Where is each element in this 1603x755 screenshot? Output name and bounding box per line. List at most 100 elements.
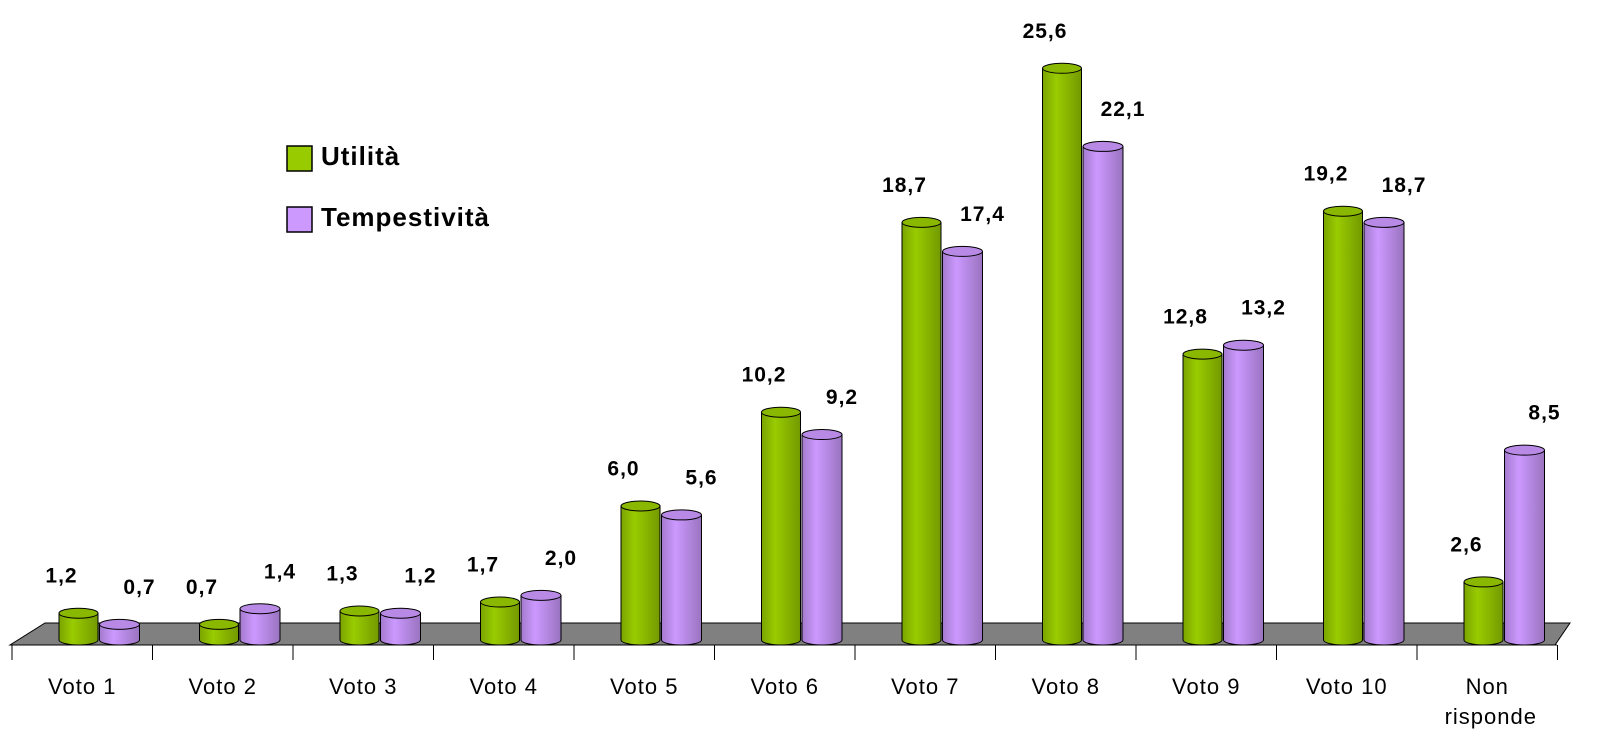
bar-top [1182,348,1223,360]
bar [1504,444,1545,646]
legend-swatch [286,145,313,172]
bar-body [380,612,421,646]
bar-top [1042,62,1082,74]
bar-top [1323,205,1363,217]
bar [58,607,99,646]
bar [1323,205,1363,646]
bar-top [942,245,983,257]
x-tick-label: Voto 7 [891,674,959,699]
bar-body [1323,210,1363,646]
data-label: 8,5 [1528,402,1560,425]
bar-top [620,500,661,512]
data-label: 1,3 [326,563,358,586]
x-tick-label: Non risponde [1437,674,1537,729]
x-tick-label: Voto 3 [329,674,397,699]
data-label: 2,0 [545,547,577,570]
bar [199,618,239,646]
x-tick-label: Voto 8 [1032,674,1100,699]
data-label: 0,7 [186,576,218,599]
bar [1082,140,1124,646]
data-label: 12,8 [1163,306,1208,329]
data-label: 10,2 [742,364,787,387]
x-tick-label: Voto 4 [470,674,538,699]
bar-body [661,514,702,646]
data-label: 19,2 [1304,163,1349,186]
bar-top [901,216,942,228]
data-label: 9,2 [826,386,858,409]
bar-top [801,429,843,441]
bar-body [761,411,801,646]
bar [339,605,380,646]
legend-swatch [286,206,313,233]
bar-top [1363,216,1405,228]
data-label: 1,4 [264,560,296,583]
data-label: 13,2 [1241,297,1286,320]
bar-body [1082,145,1124,646]
bar-top [239,603,281,615]
bar [1363,216,1405,646]
bar-top [1463,576,1504,588]
bar-top [661,509,702,521]
bar [520,589,562,646]
bar [942,245,983,646]
bar-body [620,505,661,646]
bar [801,429,843,646]
bar-body [199,623,239,646]
data-label: 25,6 [1023,20,1068,43]
data-label: 2,6 [1450,533,1482,556]
data-label: 6,0 [607,458,639,481]
bar-body [1223,344,1264,646]
x-tick-label: Voto 10 [1306,674,1388,699]
data-label: 1,7 [467,554,499,577]
bar-body [1182,353,1223,646]
bar-top [1504,444,1545,456]
bar [1223,339,1264,646]
data-label: 5,6 [685,466,717,489]
bar-body [942,250,983,646]
bar-top [480,596,520,608]
data-label: 17,4 [960,203,1005,226]
data-label: 18,7 [1382,174,1427,197]
legend-label: Tempestività [321,202,490,232]
x-tick-label: Voto 9 [1172,674,1240,699]
data-label: 22,1 [1101,98,1146,121]
bar-top [1082,140,1124,152]
bar-top [380,607,421,619]
bar-body [1504,449,1545,646]
bar-body [339,610,380,646]
bar [620,500,661,646]
bar [380,607,421,646]
bar [761,406,801,646]
x-tick-label: Voto 1 [48,674,116,699]
bar [239,603,281,646]
bar [661,509,702,646]
bar-top [761,406,801,418]
bar-body [901,221,942,646]
bar [1182,348,1223,646]
bar-body [801,434,843,646]
bar-body [239,608,281,646]
bar-body [520,594,562,646]
bar-body [480,601,520,646]
x-tick-label: Voto 5 [610,674,678,699]
bar-body [1463,581,1504,646]
bar [480,596,520,646]
bar [99,618,140,646]
legend-label: Utilità [321,141,400,171]
bar-top [199,618,239,630]
bar [1042,62,1082,646]
data-label: 1,2 [45,565,77,588]
bar-top [58,607,99,619]
bar-body [58,612,99,646]
x-tick-label: Voto 6 [751,674,819,699]
bar-body [99,623,140,646]
data-label: 1,2 [404,565,436,588]
bar-top [99,618,140,630]
bar-body [1363,221,1405,646]
data-label: 18,7 [882,174,927,197]
bar-top [520,589,562,601]
bar [1463,576,1504,646]
data-label: 0,7 [123,576,155,599]
bar-top [339,605,380,617]
